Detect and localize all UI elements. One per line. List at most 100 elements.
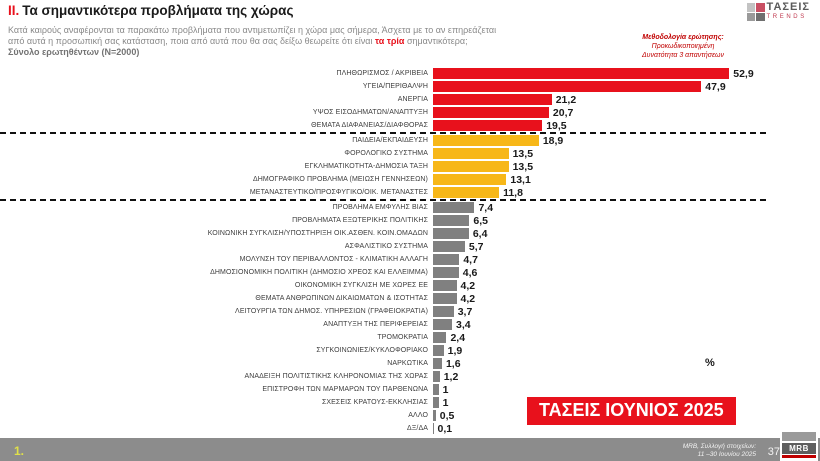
methodology-line2: Προκωδικοποιημένη: [651, 43, 715, 50]
bar: [433, 228, 469, 239]
edition-stamp: ΤΑΣΕΙΣ ΙΟΥΝΙΟΣ 2025: [527, 397, 736, 425]
value-label: 47,9: [705, 80, 726, 93]
chart-row: ΕΠΙΣΤΡΟΦΗ ΤΩΝ ΜΑΡΜΑΡΩΝ ΤΟΥ ΠΑΡΘΕΝΩΝΑ 1: [0, 383, 768, 396]
category-label: ΠΛΗΘΩΡΙΣΜΟΣ / ΑΚΡΙΒΕΙΑ: [336, 70, 428, 77]
mrb-logo: MRB: [780, 431, 818, 461]
bar: [433, 202, 475, 213]
percent-axis-symbol: %: [705, 357, 715, 369]
category-label: ΦΟΡΟΛΟΓΙΚΟ ΣΥΣΤΗΜΑ: [344, 150, 428, 157]
chart-row: ΠΡΟΒΛΗΜΑΤΑ ΕΞΩΤΕΡΙΚΗΣ ΠΟΛΙΤΙΚΗΣ 6,5: [0, 214, 768, 227]
bar: [433, 174, 507, 185]
bar: [433, 371, 440, 382]
page-number: 37: [767, 446, 780, 458]
value-label: 5,7: [468, 240, 484, 253]
category-label: ΚΟΙΝΩΝΙΚΗ ΣΥΓΚΛΙΣΗ/ΥΠΟΣΤΗΡΙΞΗ ΟΙΚ.ΑΣΘΕΝ.…: [207, 230, 428, 237]
category-label: ΣΧΕΣΕΙΣ ΚΡΑΤΟΥΣ-ΕΚΚΛΗΣΙΑΣ: [321, 399, 428, 406]
bar: [433, 120, 543, 131]
category-label: ΑΛΛΟ: [408, 412, 428, 419]
title-text: Τα σημαντικότερα προβλήματα της χώρας: [22, 3, 294, 18]
category-label: ΕΠΙΣΤΡΟΦΗ ΤΩΝ ΜΑΡΜΑΡΩΝ ΤΟΥ ΠΑΡΘΕΝΩΝΑ: [262, 386, 428, 393]
bar: [433, 254, 460, 265]
methodology-line3: Δυνατότητα 3 απαντήσεων: [641, 52, 725, 59]
category-label: ΑΣΦΑΛΙΣΤΙΚΟ ΣΥΣΤΗΜΑ: [344, 243, 428, 250]
subtitle-line1: Κατά καιρούς αναφέρονται τα παρακάτω προ…: [8, 25, 497, 35]
bar: [433, 187, 500, 198]
bar: [433, 107, 549, 118]
category-label: ΑΝΕΡΓΙΑ: [397, 96, 428, 103]
chart-row: ΑΛΛΟ 0,5: [0, 409, 768, 422]
value-label: 1: [442, 396, 449, 409]
chart-row: ΑΝΑΔΕΙΞΗ ΠΟΛΙΤΙΣΤΙΚΗΣ ΚΛΗΡΟΝΟΜΙΑΣ ΤΗΣ ΧΩ…: [0, 370, 768, 383]
chart-row: ΣΥΓΚΟΙΝΩΝΙΕΣ/ΚΥΚΛΟΦΟΡΙΑΚΟ 1,9: [0, 344, 768, 357]
chart-row: ΑΣΦΑΛΙΣΤΙΚΟ ΣΥΣΤΗΜΑ 5,7: [0, 240, 768, 253]
brand-name: ΤΑΣΕΙΣ: [766, 1, 810, 13]
mrb-logo-redline: [782, 455, 816, 458]
category-label: ΠΑΙΔΕΙΑ/ΕΚΠΑΙΔΕΥΣΗ: [352, 137, 428, 144]
value-label: 4,6: [462, 266, 478, 279]
chart-row: ΠΡΟΒΛΗΜΑ ΕΜΦΥΛΗΣ ΒΙΑΣ 7,4: [0, 201, 768, 214]
bar: [433, 280, 457, 291]
chart-row: ΠΑΙΔΕΙΑ/ΕΚΠΑΙΔΕΥΣΗ 18,9: [0, 134, 768, 147]
chart-row: ΠΛΗΘΩΡΙΣΜΟΣ / ΑΚΡΙΒΕΙΑ 52,9: [0, 67, 768, 80]
value-label: 1,2: [443, 370, 459, 383]
source-note: MRB, Συλλογή στοιχείων: 11 –30 Ιουνίου 2…: [683, 443, 756, 459]
category-label: ΑΝΑΔΕΙΞΗ ΠΟΛΙΤΙΣΤΙΚΗΣ ΚΛΗΡΟΝΟΜΙΑΣ ΤΗΣ ΧΩ…: [244, 373, 428, 380]
bar: [433, 345, 444, 356]
bar: [433, 81, 702, 92]
source-line1: MRB, Συλλογή στοιχείων:: [682, 443, 756, 450]
bar: [433, 135, 539, 146]
value-label: 4,2: [460, 292, 476, 305]
category-label: ΜΕΤΑΝΑΣΤΕΥΤΙΚΟ/ΠΡΟΣΦΥΓΙΚΟ/ΟΙΚ. ΜΕΤΑΝΑΣΤΕ…: [249, 189, 428, 196]
value-label: 3,7: [457, 305, 473, 318]
value-label: 21,2: [555, 93, 577, 106]
chart-row: ΥΨΟΣ ΕΙΣΟΔΗΜΑΤΩΝ/ΑΝΑΠΤΥΞΗ 20,7: [0, 106, 768, 119]
chart-row: ΥΓΕΙΑ/ΠΕΡΙΘΑΛΨΗ 47,9: [0, 80, 768, 93]
category-label: ΔΞ/ΔΑ: [406, 425, 428, 432]
bar: [433, 215, 470, 226]
bar: [433, 267, 459, 278]
chart-row: ΤΡΟΜΟΚΡΑΤΙΑ 2,4: [0, 331, 768, 344]
value-label: 0,5: [439, 409, 455, 422]
value-label: 18,9: [542, 134, 564, 147]
bar: [433, 397, 439, 408]
methodology-line1: Μεθοδολογία ερώτησης:: [642, 34, 724, 41]
bar: [433, 410, 436, 421]
bar: [433, 161, 509, 172]
chart-row: ΝΑΡΚΩΤΙΚΑ 1,6: [0, 357, 768, 370]
value-label: 1,6: [445, 357, 461, 370]
value-label: 4,7: [463, 253, 478, 266]
category-label: ΥΨΟΣ ΕΙΣΟΔΗΜΑΤΩΝ/ΑΝΑΠΤΥΞΗ: [312, 109, 428, 116]
brand-squares-icon: [746, 3, 765, 21]
category-label: ΘΕΜΑΤΑ ΔΙΑΦΑΝΕΙΑΣ/ΔΙΑΦΘΟΡΑΣ: [311, 122, 428, 129]
group-separator: [0, 132, 766, 134]
chart-row: ΚΟΙΝΩΝΙΚΗ ΣΥΓΚΛΙΣΗ/ΥΠΟΣΤΗΡΙΞΗ ΟΙΚ.ΑΣΘΕΝ.…: [0, 227, 768, 240]
mrb-logo-block-icon: [782, 432, 816, 441]
bar: [433, 148, 509, 159]
category-label: ΔΗΜΟΓΡΑΦΙΚΟ ΠΡΟΒΛΗΜΑ (ΜΕΙΩΣΗ ΓΕΝΝΗΣΕΩΝ): [252, 176, 428, 183]
bar-chart: ΠΛΗΘΩΡΙΣΜΟΣ / ΑΚΡΙΒΕΙΑ 52,9 ΥΓΕΙΑ/ΠΕΡΙΘΑΛΨ…: [0, 67, 768, 435]
category-label: ΟΙΚΟΝΟΜΙΚΗ ΣΥΓΚΛΙΣΗ ΜΕ ΧΩΡΕΣ ΕΕ: [294, 282, 428, 289]
value-label: 3,4: [456, 318, 471, 331]
chart-row: ΔΞ/ΔΑ 0,1: [0, 422, 768, 435]
bar: [433, 423, 434, 434]
value-label: 4,2: [460, 279, 476, 292]
chart-row: ΜΕΤΑΝΑΣΤΕΥΤΙΚΟ/ΠΡΟΣΦΥΓΙΚΟ/ΟΙΚ. ΜΕΤΑΝΑΣΤΕ…: [0, 186, 768, 199]
bar: [433, 332, 447, 343]
category-label: ΘΕΜΑΤΑ ΑΝΘΡΩΠΙΝΩΝ ΔΙΚΑΙΩΜΑΤΩΝ & ΙΣΟΤΗΤΑΣ: [255, 295, 428, 302]
category-label: ΠΡΟΒΛΗΜΑ ΕΜΦΥΛΗΣ ΒΙΑΣ: [332, 204, 428, 211]
category-label: ΔΗΜΟΣΙΟΝΟΜΙΚΗ ΠΟΛΙΤΙΚΗ (ΔΗΜΟΣΙΟ ΧΡΕΟΣ ΚΑ…: [210, 269, 428, 276]
category-label: ΠΡΟΒΛΗΜΑΤΑ ΕΞΩΤΕΡΙΚΗΣ ΠΟΛΙΤΙΚΗΣ: [292, 217, 428, 224]
value-label: 19,5: [546, 119, 567, 132]
slide-marker: 1.: [14, 444, 25, 458]
sample-note: Σύνολο ερωτηθέντων (N=2000): [8, 47, 140, 57]
bar: [433, 384, 439, 395]
value-label: 1: [442, 383, 449, 396]
chart-row: ΘΕΜΑΤΑ ΑΝΘΡΩΠΙΝΩΝ ΔΙΚΑΙΩΜΑΤΩΝ & ΙΣΟΤΗΤΑΣ…: [0, 292, 768, 305]
chart-row: ΔΗΜΟΣΙΟΝΟΜΙΚΗ ΠΟΛΙΤΙΚΗ (ΔΗΜΟΣΙΟ ΧΡΕΟΣ ΚΑ…: [0, 266, 768, 279]
value-label: 1,9: [447, 344, 463, 357]
bar: [433, 241, 465, 252]
bar: [433, 94, 552, 105]
value-label: 6,4: [472, 227, 488, 240]
value-label: 13,1: [510, 173, 531, 186]
chart-row: ΟΙΚΟΝΟΜΙΚΗ ΣΥΓΚΛΙΣΗ ΜΕ ΧΩΡΕΣ ΕΕ 4,2: [0, 279, 768, 292]
